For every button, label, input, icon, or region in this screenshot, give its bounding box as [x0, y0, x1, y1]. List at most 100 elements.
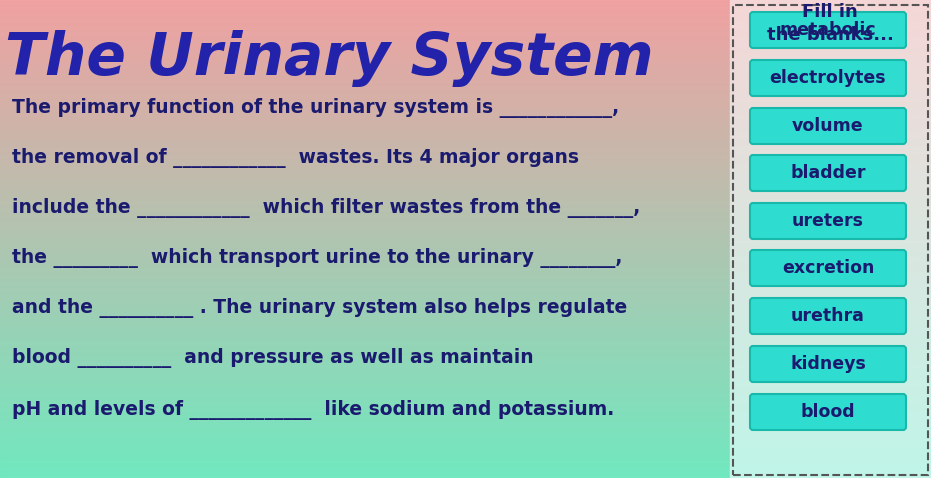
Bar: [0, 313, 730, 315]
Bar: [0, 177, 730, 179]
FancyBboxPatch shape: [750, 346, 906, 382]
Bar: [0, 268, 730, 270]
Text: and the __________ . The urinary system also helps regulate: and the __________ . The urinary system …: [12, 298, 627, 318]
Bar: [0, 456, 730, 459]
Bar: [0, 215, 730, 217]
Bar: [0, 299, 730, 301]
Bar: [0, 24, 730, 26]
Bar: [730, 220, 931, 222]
Bar: [0, 413, 730, 416]
Bar: [730, 76, 931, 79]
Bar: [0, 141, 730, 143]
Bar: [0, 287, 730, 289]
Bar: [0, 409, 730, 411]
Bar: [730, 88, 931, 91]
Bar: [730, 318, 931, 320]
Bar: [0, 120, 730, 122]
Bar: [730, 421, 931, 423]
Bar: [0, 466, 730, 468]
Bar: [0, 26, 730, 29]
Bar: [730, 189, 931, 191]
Bar: [0, 423, 730, 425]
Bar: [730, 258, 931, 261]
Bar: [730, 325, 931, 327]
Bar: [730, 45, 931, 48]
Bar: [0, 213, 730, 215]
Bar: [730, 406, 931, 409]
Bar: [730, 442, 931, 445]
Bar: [730, 382, 931, 385]
Bar: [0, 435, 730, 437]
Bar: [0, 447, 730, 449]
Bar: [0, 131, 730, 134]
Bar: [0, 411, 730, 413]
Bar: [0, 234, 730, 237]
Bar: [0, 227, 730, 229]
Bar: [0, 103, 730, 105]
Bar: [0, 88, 730, 91]
Bar: [0, 229, 730, 232]
Bar: [730, 373, 931, 375]
Bar: [730, 67, 931, 69]
Bar: [0, 416, 730, 418]
Bar: [730, 100, 931, 103]
Text: ureters: ureters: [792, 212, 864, 230]
Bar: [0, 464, 730, 466]
Bar: [730, 172, 931, 174]
Bar: [730, 134, 931, 136]
Bar: [730, 284, 931, 287]
Bar: [730, 115, 931, 117]
Bar: [0, 330, 730, 332]
Bar: [730, 306, 931, 308]
Bar: [0, 437, 730, 440]
Bar: [0, 57, 730, 60]
Bar: [730, 62, 931, 65]
Text: metabolic: metabolic: [779, 21, 876, 39]
Bar: [0, 189, 730, 191]
Bar: [730, 411, 931, 413]
Bar: [730, 91, 931, 93]
Bar: [730, 272, 931, 275]
Bar: [730, 217, 931, 220]
Bar: [730, 50, 931, 53]
Bar: [730, 186, 931, 189]
Bar: [730, 72, 931, 74]
Bar: [0, 79, 730, 81]
Bar: [0, 311, 730, 313]
Bar: [0, 351, 730, 354]
Bar: [0, 440, 730, 442]
Bar: [730, 241, 931, 244]
Bar: [0, 76, 730, 79]
Bar: [730, 33, 931, 36]
Bar: [730, 435, 931, 437]
Bar: [730, 335, 931, 337]
Bar: [730, 447, 931, 449]
Bar: [0, 172, 730, 174]
Bar: [0, 258, 730, 261]
Text: electrolytes: electrolytes: [770, 69, 886, 87]
Bar: [730, 337, 931, 339]
Bar: [730, 141, 931, 143]
Bar: [0, 184, 730, 186]
Bar: [0, 263, 730, 265]
Bar: [730, 339, 931, 342]
Bar: [0, 17, 730, 19]
Bar: [730, 129, 931, 131]
Bar: [730, 413, 931, 416]
Bar: [0, 366, 730, 368]
Bar: [730, 416, 931, 418]
Bar: [733, 5, 928, 475]
Bar: [0, 36, 730, 38]
Bar: [0, 98, 730, 100]
Bar: [0, 148, 730, 151]
Bar: [0, 337, 730, 339]
Bar: [0, 170, 730, 172]
Bar: [730, 213, 931, 215]
Bar: [730, 38, 931, 41]
Bar: [0, 41, 730, 43]
Bar: [0, 442, 730, 445]
Bar: [0, 108, 730, 110]
Text: blood: blood: [801, 403, 856, 421]
Bar: [0, 96, 730, 98]
Bar: [0, 323, 730, 325]
